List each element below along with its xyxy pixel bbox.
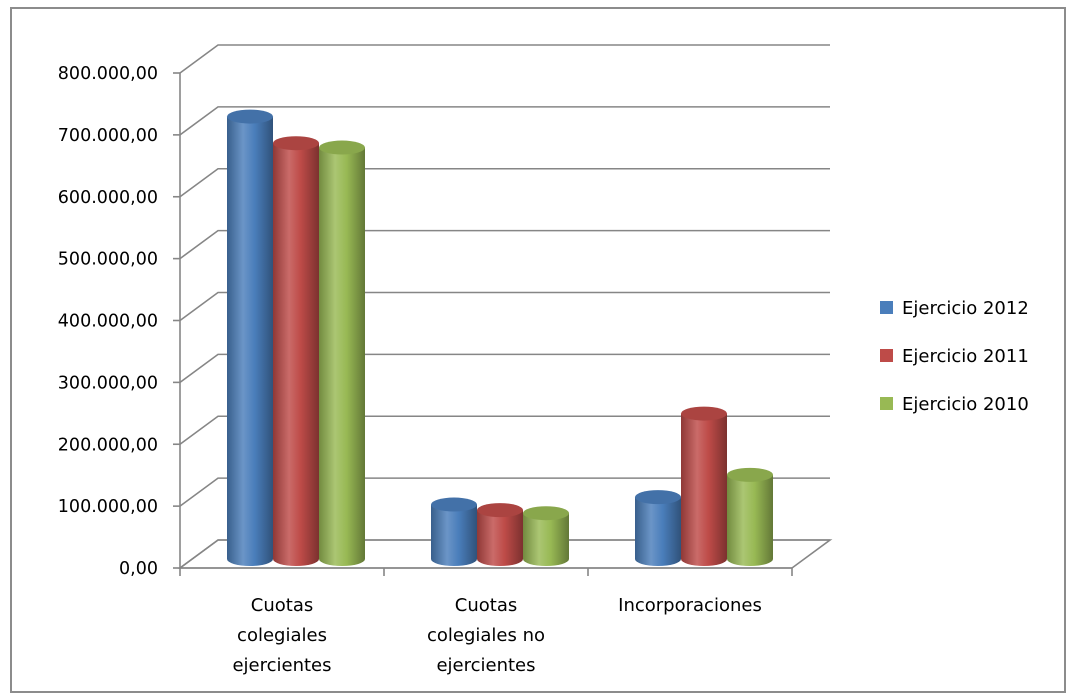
y-tick-label: 0,00 — [119, 559, 158, 579]
legend-swatch — [880, 301, 893, 314]
category-label: Cuotas colegiales no ejercientes — [427, 595, 545, 676]
bar-0-1 — [273, 136, 319, 566]
category-label-line: Cuotas — [251, 595, 313, 616]
category-label: Cuotas colegiales ejercientes — [232, 595, 331, 676]
legend-label: Ejercicio 2012 — [902, 298, 1029, 319]
y-tick-label: 200.000,00 — [58, 435, 158, 455]
gridline — [179, 106, 830, 136]
category-label-line: colegiales no — [427, 625, 545, 646]
bar-2-2 — [727, 467, 773, 566]
bar-0-2 — [319, 140, 365, 566]
gridline — [179, 539, 830, 569]
bar-2-0 — [635, 490, 681, 566]
gridline — [179, 229, 830, 260]
bar-top-cap — [273, 136, 319, 151]
bar-body — [523, 513, 569, 566]
bar-1-0 — [431, 497, 477, 566]
gridline — [179, 353, 830, 384]
legend: Ejercicio 2012 Ejercicio 2011 Ejercicio 20… — [880, 298, 1029, 415]
bar-top-cap — [635, 490, 681, 505]
category-label-line: Incorporaciones — [618, 595, 762, 616]
category-label-line: colegiales — [237, 625, 327, 646]
bar-top-cap — [477, 503, 523, 518]
bar-top-cap — [227, 109, 273, 124]
bar-top-cap — [681, 406, 727, 421]
bar-body — [273, 143, 319, 566]
bar-0-0 — [227, 109, 273, 566]
y-tick-label: 500.000,00 — [58, 250, 158, 270]
category-label-line: ejercientes — [436, 655, 535, 676]
y-tick-label: 400.000,00 — [58, 312, 158, 332]
y-tick-label: 800.000,00 — [58, 64, 158, 84]
bar-body — [635, 497, 681, 566]
category-label-line: ejercientes — [232, 655, 331, 676]
gridline — [179, 44, 830, 74]
y-tick-label: 100.000,00 — [58, 497, 158, 517]
y-tick-label: 600.000,00 — [58, 188, 158, 208]
legend-swatch — [880, 397, 893, 410]
legend-swatch — [880, 349, 893, 362]
bar-body — [727, 474, 773, 566]
legend-label: Ejercicio 2010 — [902, 394, 1029, 415]
y-tick-label: 700.000,00 — [58, 126, 158, 146]
y-tick-labels: 0,00 100.000,00 200.000,00 300.000,00 400.00… — [58, 64, 158, 579]
bar-body — [227, 116, 273, 566]
bar-1-2 — [523, 506, 569, 566]
gridlines — [179, 44, 830, 569]
category-label: Incorporaciones — [618, 595, 762, 616]
y-tick-label: 300.000,00 — [58, 373, 158, 393]
bar-body — [681, 413, 727, 566]
bar-body — [431, 504, 477, 566]
gridline — [179, 415, 830, 445]
bar-body — [477, 510, 523, 566]
bars — [227, 109, 773, 566]
bar-top-cap — [319, 140, 365, 155]
legend-label: Ejercicio 2011 — [902, 346, 1029, 367]
category-labels: Cuotas colegiales ejercientes Cuotas colegia… — [232, 595, 761, 676]
bar-top-cap — [727, 467, 773, 482]
bar-top-cap — [523, 506, 569, 521]
axes — [173, 72, 793, 576]
bar-2-1 — [681, 406, 727, 566]
gridline — [179, 167, 830, 198]
bar-top-cap — [431, 497, 477, 512]
category-label-line: Cuotas — [455, 595, 517, 616]
gridline — [179, 291, 830, 322]
gridline — [179, 477, 830, 507]
bar-body — [319, 147, 365, 566]
bar-1-1 — [477, 503, 523, 566]
